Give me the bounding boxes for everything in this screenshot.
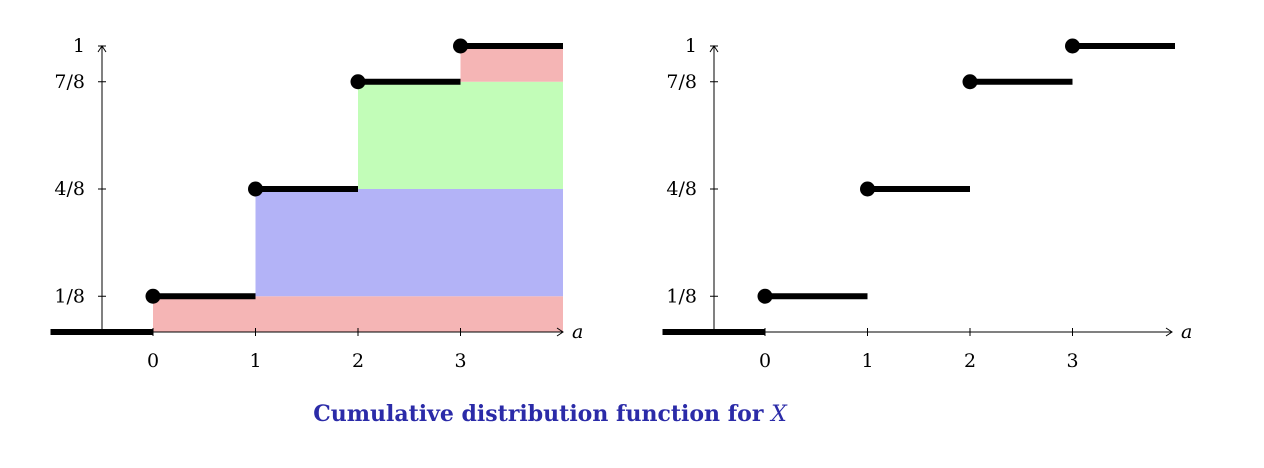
x-tick-label-2: 2 <box>352 350 364 372</box>
y-tick-label-4-8: 4/8 <box>666 178 697 200</box>
cdf-chart-plain: a 0 1 2 3 1/8 4/8 7/8 1 <box>662 35 1192 372</box>
shaded-region-1 <box>255 189 563 297</box>
x-tick-label-1: 1 <box>249 350 261 372</box>
y-tick-label-1-8: 1/8 <box>54 285 85 307</box>
y-tick-label-7-8: 7/8 <box>54 71 85 93</box>
step-point-4 <box>1065 38 1080 54</box>
step-point-3 <box>962 74 978 90</box>
cdf-chart-shaded: a 0 1 2 3 1/8 4/8 7/8 1 <box>50 35 583 372</box>
figure-caption: Cumulative distribution function for X <box>0 401 1100 427</box>
step-point-1 <box>145 288 161 304</box>
x-tick-label-3: 3 <box>454 350 466 372</box>
x-tick-label-0: 0 <box>147 350 159 372</box>
shaded-region-0 <box>153 296 563 332</box>
x-axis-arrow <box>556 327 564 337</box>
step-point-2 <box>860 181 875 197</box>
x-axis-arrow <box>1165 327 1173 337</box>
caption-variable: X <box>771 402 787 427</box>
step-point-1 <box>757 288 773 304</box>
y-tick-label-1: 1 <box>73 35 85 57</box>
y-tick-label-4-8: 4/8 <box>54 178 85 200</box>
y-tick-label-7-8: 7/8 <box>666 71 697 93</box>
shaded-region-3 <box>460 46 563 82</box>
step-point-4 <box>453 38 468 54</box>
x-tick-label-1: 1 <box>861 350 873 372</box>
y-tick-label-1-8: 1/8 <box>666 285 697 307</box>
y-tick-label-1: 1 <box>685 35 697 57</box>
x-tick-label-3: 3 <box>1066 350 1078 372</box>
step-point-2 <box>248 181 263 197</box>
step-point-3 <box>350 74 366 90</box>
x-tick-label-0: 0 <box>759 350 771 372</box>
x-axis-label: a <box>572 321 583 343</box>
caption-text: Cumulative distribution function for <box>313 401 764 427</box>
x-axis-label: a <box>1181 321 1192 343</box>
x-tick-label-2: 2 <box>964 350 976 372</box>
shaded-region-2 <box>358 81 563 189</box>
